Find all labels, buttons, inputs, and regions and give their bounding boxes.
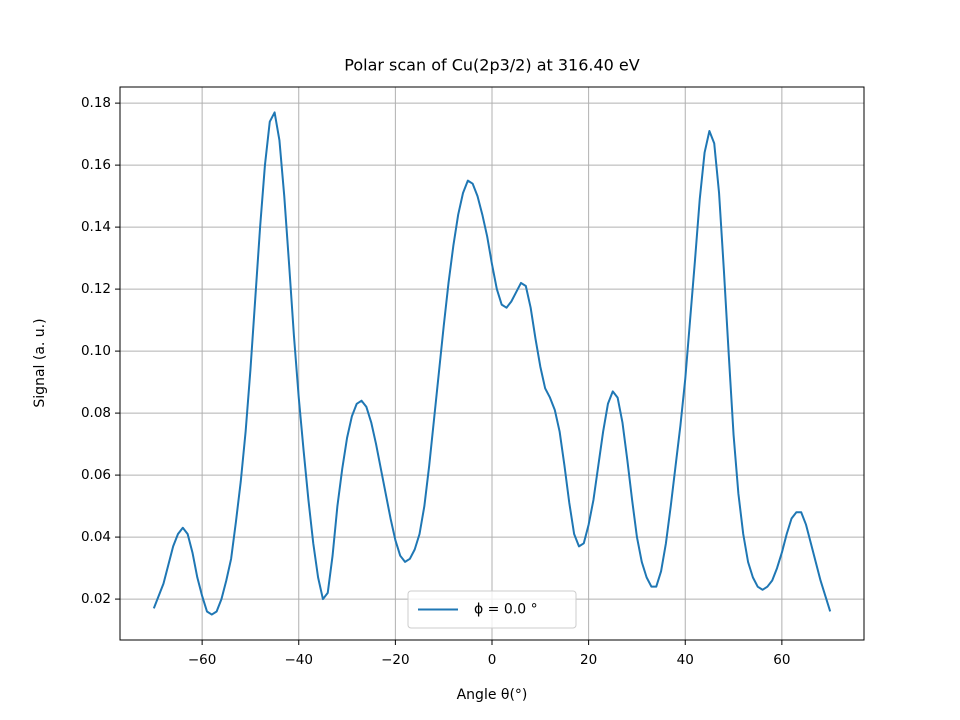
y-tick-label: 0.16 [81,157,111,173]
legend-label: ϕ = 0.0 ° [474,602,538,618]
y-tick-label: 0.06 [81,467,111,483]
y-tick-label: 0.18 [81,95,111,111]
x-tick-label: 40 [677,652,694,668]
y-tick-label: 0.14 [81,219,111,235]
x-tick-label: 60 [773,652,790,668]
x-axis-label: Angle θ(°) [457,687,528,703]
y-axis-label: Signal (a. u.) [32,318,48,407]
y-tick-label: 0.12 [81,281,111,297]
x-tick-label: −40 [285,652,314,668]
y-tick-label: 0.02 [81,591,111,607]
chart-title: Polar scan of Cu(2p3/2) at 316.40 eV [344,56,640,75]
x-tick-label: −60 [188,652,217,668]
x-tick-label: 20 [580,652,597,668]
legend-box [407,590,577,629]
line [152,111,832,616]
y-tick-label: 0.08 [81,405,111,421]
x-tick-label: 0 [488,652,497,668]
legend: ϕ = 0.0 ° [407,590,577,629]
y-tick-label: 0.04 [81,529,111,545]
plot-frame [119,86,865,641]
y-tick-label: 0.10 [81,343,111,359]
x-tick-label: −20 [381,652,410,668]
